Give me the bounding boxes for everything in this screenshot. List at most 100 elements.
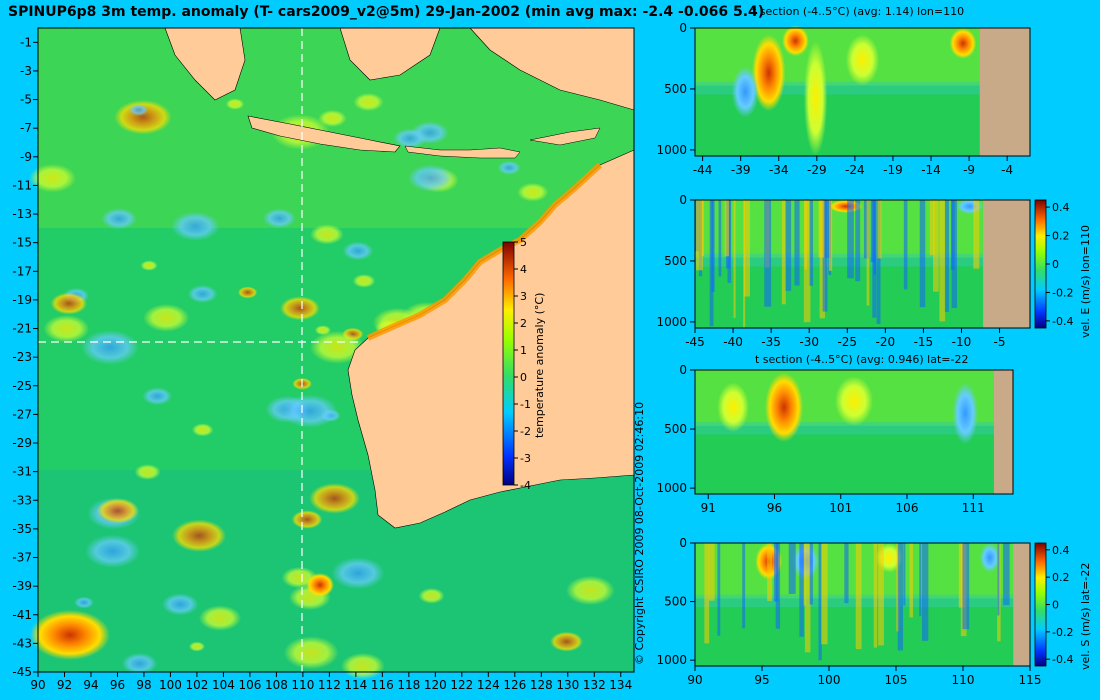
section-x-tick-label: -25 xyxy=(837,335,857,349)
section-stripe xyxy=(973,200,980,269)
vel-e-section-panel: -45 -40 -35 -30 -25 -20 -15 -10 -5 0 500 1000 0.4 0.2… xyxy=(656,193,1073,349)
map-eddy xyxy=(84,534,141,568)
main-map: 90 92 94 96 98 100 102 104 106 108 110 112 114 116 118… xyxy=(12,27,635,692)
section-y-tick-label: 0 xyxy=(679,193,687,207)
map-x-tick-label: 116 xyxy=(371,678,394,692)
map-x-axis: 90 92 94 96 98 100 102 104 106 108 110 112 114 116 118… xyxy=(30,672,632,692)
section-stripe xyxy=(818,200,825,258)
section-colorbar-tick-label: -0.2 xyxy=(1052,286,1073,299)
map-eddy xyxy=(143,303,190,332)
section-x-tick-label: -4 xyxy=(1001,163,1013,177)
section-stripe xyxy=(799,543,804,637)
section-x-tick-label: 91 xyxy=(701,501,716,515)
section-land xyxy=(983,200,1030,328)
section-stripe xyxy=(743,200,750,297)
map-x-tick-label: 112 xyxy=(318,678,341,692)
map-eddy xyxy=(353,92,384,112)
map-y-tick-label: -15 xyxy=(12,236,32,250)
map-eddy xyxy=(74,596,94,609)
section-stripe xyxy=(855,200,861,282)
section-x-tick-label: -45 xyxy=(685,335,705,349)
map-x-tick-label: 118 xyxy=(397,678,420,692)
section-x-tick-label: 106 xyxy=(896,501,919,515)
map-y-tick-label: -25 xyxy=(12,379,32,393)
section-y-tick-label: 1000 xyxy=(656,315,687,329)
map-y-tick-label: -43 xyxy=(12,636,32,650)
section-stripe xyxy=(818,543,822,661)
map-x-tick-label: 106 xyxy=(238,678,261,692)
section-stripe xyxy=(717,543,721,636)
map-y-tick-label: -19 xyxy=(12,293,32,307)
map-eddy xyxy=(43,314,90,343)
java-island xyxy=(247,115,401,153)
map-colorbar-label: temperature anomaly (°C) xyxy=(533,292,546,438)
map-x-tick-label: 108 xyxy=(265,678,288,692)
section-frame xyxy=(694,27,1031,157)
section-feature xyxy=(979,543,1000,573)
map-y-tick-label: -17 xyxy=(12,264,32,278)
section-stripe xyxy=(903,200,908,290)
section-stripe xyxy=(773,543,779,602)
section-stripe xyxy=(803,543,806,606)
section-x-tick-label: -35 xyxy=(761,335,781,349)
map-y-tick-label: -23 xyxy=(12,350,32,364)
section-stripe xyxy=(866,200,870,306)
map-eddy xyxy=(121,652,158,675)
section-stripe xyxy=(724,200,730,257)
map-eddy xyxy=(310,224,344,245)
section-x-tick-label: -9 xyxy=(963,163,975,177)
map-x-tick-label: 132 xyxy=(583,678,606,692)
section-x-tick-label: -14 xyxy=(921,163,941,177)
section-x-tick-label: -5 xyxy=(994,335,1006,349)
section-stripe xyxy=(704,543,710,644)
section-stripe xyxy=(804,200,807,270)
section-y-tick-label: 500 xyxy=(664,595,687,609)
map-colorbar-ticks: 5 4 3 2 1 0 -1 -2 -3 -4 xyxy=(514,236,531,492)
section-land xyxy=(1013,543,1030,666)
map-x-tick-label: 120 xyxy=(424,678,447,692)
section-x-tick-label: -10 xyxy=(952,335,972,349)
section-frame xyxy=(694,199,1031,329)
map-eddy xyxy=(340,652,385,680)
colorbar-tick-label: 4 xyxy=(520,263,527,276)
section-stripe xyxy=(718,200,722,277)
section-x-tick-label: -29 xyxy=(807,163,827,177)
map-eddy xyxy=(114,100,172,135)
t-section-lon110-panel: -44 -39 -34 -29 -24 -19 -14 -9 -4 0 500 1000 xyxy=(656,21,1031,177)
section-x-tick-label: 110 xyxy=(952,673,975,687)
section-x-tick-label: 96 xyxy=(767,501,782,515)
section-stripe xyxy=(803,200,811,323)
colorbar-tick-label: 5 xyxy=(520,236,527,249)
section-stripe xyxy=(821,543,828,645)
map-x-tick-label: 90 xyxy=(30,678,45,692)
map-eddy xyxy=(318,109,347,127)
map-x-tick-label: 126 xyxy=(503,678,526,692)
section-stripe xyxy=(962,543,970,630)
map-eddy xyxy=(96,498,139,524)
section-x-tick-label: 115 xyxy=(1019,673,1042,687)
section-feature xyxy=(764,372,804,442)
section-feature xyxy=(952,382,979,445)
section-y-tick-label: 0 xyxy=(679,363,687,377)
section-y-tick-label: 500 xyxy=(664,82,687,96)
section-feature xyxy=(803,40,828,156)
section-feature xyxy=(717,382,750,432)
section-colorbar-tick-label: -0.2 xyxy=(1052,626,1073,639)
section-stripe xyxy=(876,200,881,325)
section-y-tick-label: 500 xyxy=(664,422,687,436)
section-colorbar-tick-label: 0 xyxy=(1052,258,1059,271)
section-stripe xyxy=(919,543,922,617)
map-y-tick-label: -7 xyxy=(20,121,32,135)
map-eddy xyxy=(282,394,338,428)
section-feature xyxy=(731,66,759,118)
section-stripe xyxy=(767,543,772,601)
map-eddy xyxy=(393,128,427,149)
section-y-tick-label: 0 xyxy=(679,536,687,550)
colorbar-tick-label: -3 xyxy=(520,452,531,465)
colorbar-tick-label: 2 xyxy=(520,317,527,330)
map-x-tick-label: 134 xyxy=(609,678,632,692)
section-stripe xyxy=(932,200,939,292)
section-colorbar-tick-label: -0.4 xyxy=(1052,315,1073,328)
map-x-tick-label: 94 xyxy=(83,678,98,692)
section-stripe xyxy=(997,543,1000,616)
